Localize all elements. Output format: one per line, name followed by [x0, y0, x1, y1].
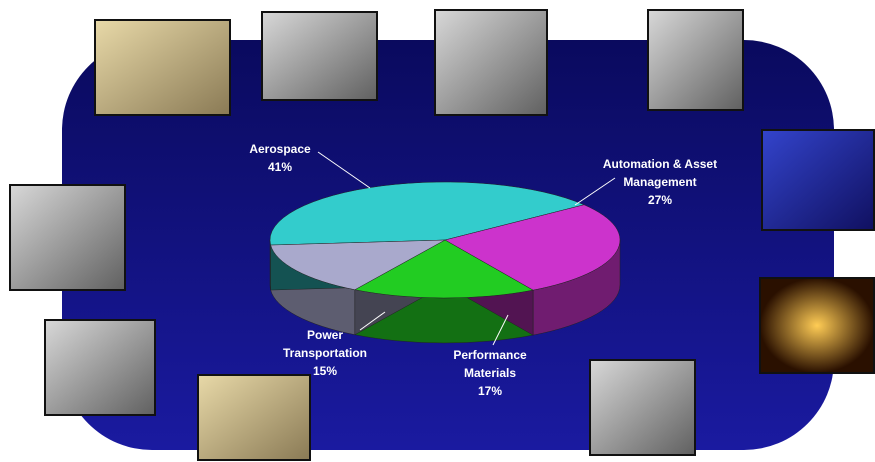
- pie: [269, 181, 621, 344]
- leader-lines: [317, 151, 616, 346]
- slice-label: Automation & Asset Management 27%: [580, 155, 740, 209]
- slice-label: Performance Materials 17%: [440, 346, 540, 400]
- photo-engine: [44, 319, 156, 416]
- photo-device: [261, 11, 378, 101]
- slice: [354, 239, 534, 299]
- category-label: Power Transportation: [282, 328, 367, 360]
- slice: [269, 181, 585, 246]
- photo-materials: [589, 359, 696, 456]
- leader-line: [317, 151, 371, 189]
- value-label: 17%: [477, 384, 503, 398]
- value-label: 27%: [647, 193, 673, 207]
- photo-lab: [759, 277, 875, 374]
- value-label: 15%: [312, 364, 338, 378]
- photo-turbocharger: [9, 184, 126, 291]
- leader-line: [359, 311, 386, 331]
- slice: [270, 239, 446, 290]
- photos: [9, 9, 875, 461]
- slice-label: Aerospace 41%: [230, 140, 330, 176]
- photo-thermostat: [434, 9, 548, 116]
- photo-airplane: [94, 19, 231, 116]
- photo-circuit: [761, 129, 875, 231]
- leader-line: [574, 177, 616, 206]
- category-label: Aerospace: [249, 142, 311, 156]
- value-label: 41%: [267, 160, 293, 174]
- photo-parts: [197, 374, 311, 461]
- category-label: Performance Materials: [453, 348, 527, 380]
- leader-line: [492, 314, 509, 346]
- photo-operator: [647, 9, 744, 111]
- category-label: Automation & Asset Management: [602, 157, 718, 189]
- slice: [444, 204, 621, 291]
- slice-label: Power Transportation 15%: [265, 326, 385, 380]
